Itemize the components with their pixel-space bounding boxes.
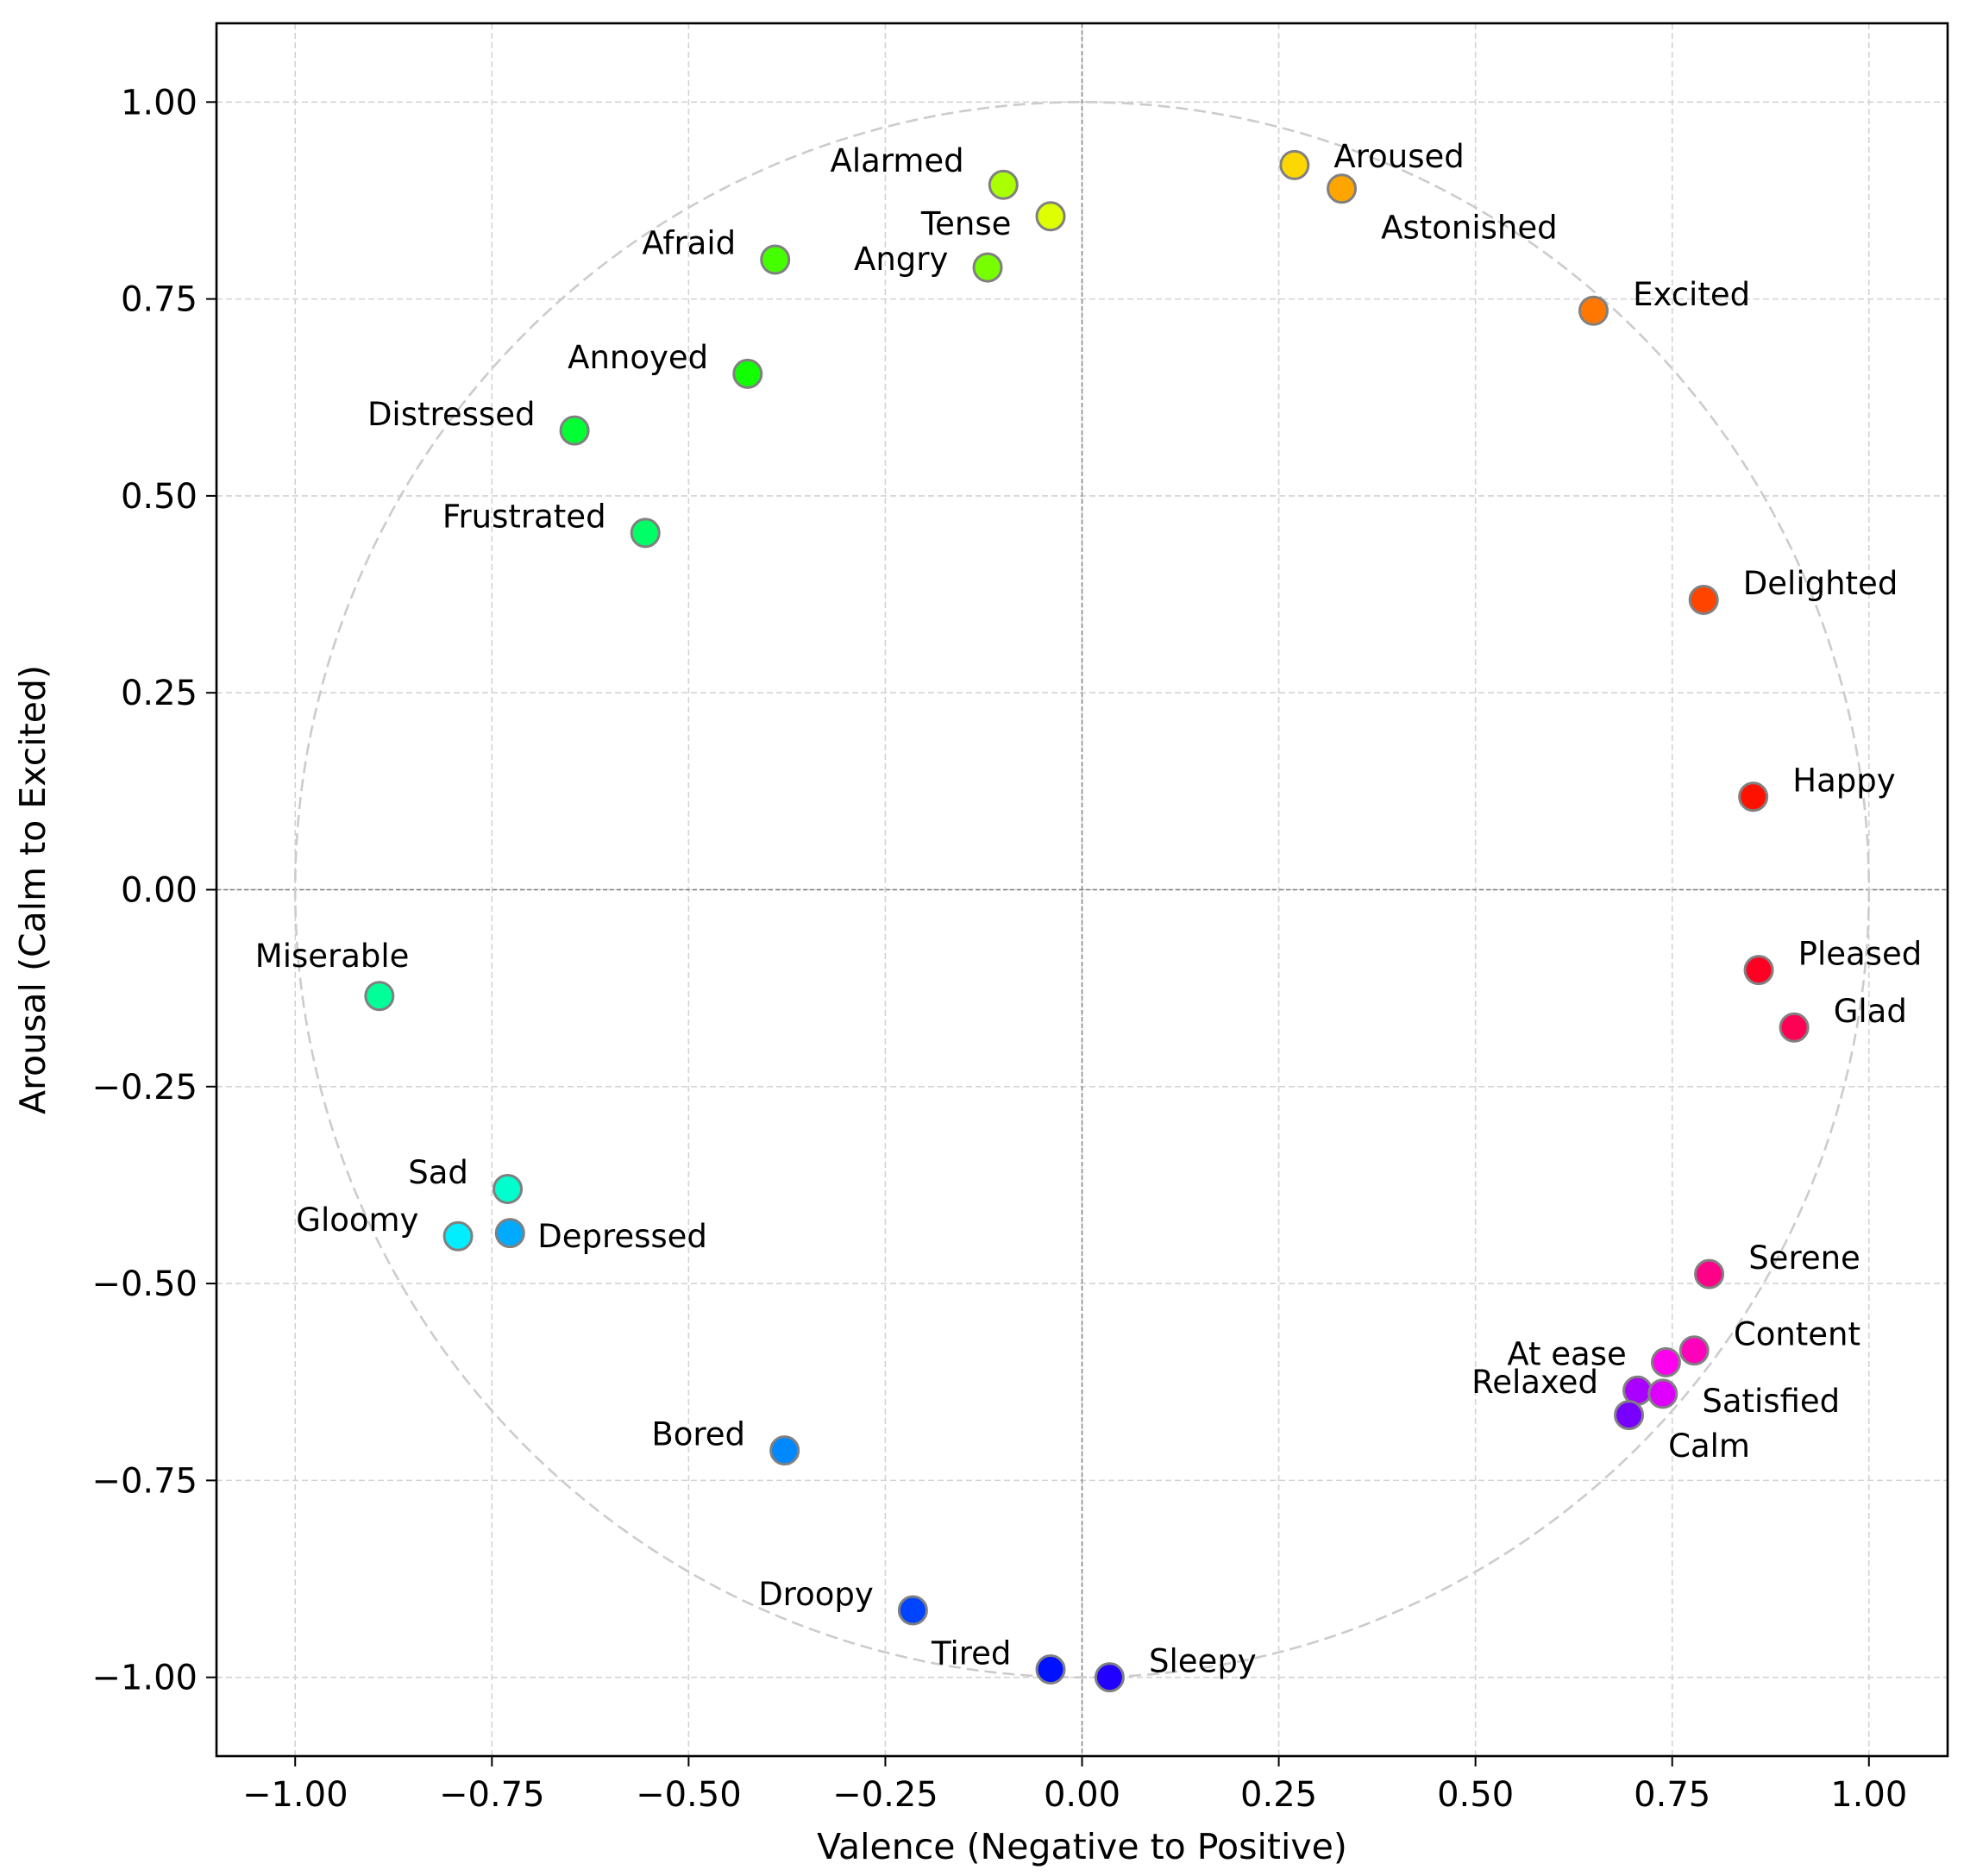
point-gloomy: [442, 1220, 474, 1252]
label-glad: Glad: [1834, 993, 1907, 1030]
y-tick-label-4: 0.00: [121, 871, 198, 911]
label-sleepy: Sleepy: [1149, 1642, 1257, 1679]
data-points: [364, 149, 1810, 1693]
point-sleepy: [1094, 1662, 1125, 1693]
point-happy: [1738, 781, 1769, 813]
label-distressed: Distressed: [367, 396, 536, 433]
y-tick-label-3: −0.25: [91, 1068, 198, 1107]
label-serene: Serene: [1748, 1239, 1860, 1277]
point-angry: [972, 252, 1003, 283]
y-tick-label-6: 0.50: [121, 477, 198, 517]
y-tick-label-0: −1.00: [91, 1659, 198, 1698]
label-frustrated: Frustrated: [442, 499, 606, 536]
point-frustrated: [630, 518, 661, 549]
point-excited: [1578, 295, 1609, 326]
y-axis-label: Arousal (Calm to Excited): [12, 665, 53, 1114]
label-astonished: Astonished: [1381, 209, 1557, 246]
label-afraid: Afraid: [642, 225, 736, 262]
label-at-ease: At ease: [1507, 1335, 1626, 1372]
label-aroused: Aroused: [1333, 138, 1464, 175]
y-tick-label-1: −0.75: [91, 1461, 198, 1501]
point-depressed: [494, 1218, 525, 1249]
point-pleased: [1743, 955, 1774, 986]
point-calm: [1614, 1400, 1645, 1431]
point-tense: [1035, 201, 1066, 232]
axis-ticks: −1.00 −0.75 −0.50 −0.25 0.00 0.25 0.50 0.75 1.00…: [91, 83, 1907, 1815]
x-axis-label: Valence (Negative to Positive): [817, 1826, 1347, 1867]
label-bored: Bored: [651, 1415, 745, 1452]
unit-circle: [293, 101, 1871, 1678]
label-miserable: Miserable: [255, 938, 410, 975]
y-tick-label-2: −0.50: [91, 1264, 198, 1304]
point-content: [1678, 1335, 1710, 1366]
label-delighted: Delighted: [1743, 565, 1898, 602]
label-pleased: Pleased: [1798, 935, 1923, 972]
point-delighted: [1688, 584, 1719, 615]
point-miserable: [364, 981, 395, 1012]
x-tick-label-6: 0.50: [1437, 1775, 1514, 1815]
y-tick-label-7: 0.75: [121, 280, 198, 320]
label-gloomy: Gloomy: [296, 1202, 418, 1239]
data-labels: Alarmed Tense Aroused Astonished Afraid Angry…: [255, 138, 1922, 1679]
point-satisfied: [1647, 1378, 1678, 1409]
point-sad: [493, 1174, 524, 1205]
x-tick-label-0: −1.00: [242, 1775, 348, 1815]
x-tick-label-1: −0.75: [439, 1775, 545, 1815]
label-annoyed: Annoyed: [568, 339, 708, 376]
point-afraid: [760, 244, 791, 275]
point-distressed: [559, 415, 590, 446]
point-glad: [1779, 1012, 1810, 1043]
label-relaxed: Relaxed: [1471, 1364, 1598, 1401]
label-excited: Excited: [1633, 276, 1750, 313]
point-astonished: [1327, 173, 1358, 204]
x-tick-label-2: −0.50: [636, 1775, 742, 1815]
label-content: Content: [1734, 1315, 1860, 1352]
point-bored: [769, 1435, 800, 1466]
x-tick-label-3: −0.25: [832, 1775, 938, 1815]
label-tense: Tense: [920, 205, 1012, 242]
point-serene: [1694, 1258, 1725, 1289]
label-alarmed: Alarmed: [831, 142, 964, 179]
x-tick-label-7: 0.75: [1634, 1775, 1710, 1815]
x-tick-label-4: 0.00: [1044, 1775, 1120, 1815]
label-sad: Sad: [408, 1154, 468, 1191]
label-depressed: Depressed: [537, 1218, 707, 1255]
point-aroused: [1279, 149, 1310, 180]
label-calm: Calm: [1668, 1427, 1750, 1465]
label-satisfied: Satisfied: [1702, 1383, 1840, 1420]
label-droopy: Droopy: [758, 1576, 874, 1613]
point-alarmed: [988, 169, 1019, 200]
y-tick-label-5: 0.25: [121, 674, 198, 713]
x-tick-label-8: 1.00: [1830, 1775, 1907, 1815]
label-tired: Tired: [931, 1634, 1011, 1672]
label-happy: Happy: [1792, 762, 1895, 799]
x-tick-label-5: 0.25: [1240, 1775, 1317, 1815]
y-tick-label-8: 1.00: [121, 83, 198, 122]
label-angry: Angry: [854, 241, 948, 278]
point-tired: [1035, 1654, 1066, 1685]
point-at-ease: [1650, 1346, 1681, 1377]
reference-lines: [216, 23, 1948, 1756]
point-annoyed: [732, 358, 763, 389]
point-droopy: [897, 1595, 928, 1626]
